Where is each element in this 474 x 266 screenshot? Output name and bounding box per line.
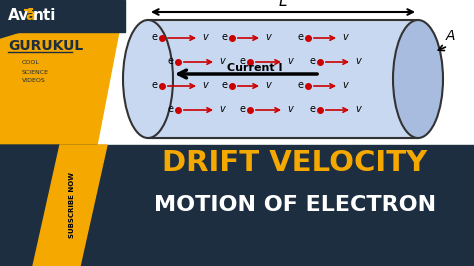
Text: v: v [202,32,208,42]
Text: e: e [168,104,174,114]
Text: SUBSCRIBE NOW: SUBSCRIBE NOW [69,172,75,238]
Text: Av: Av [8,9,29,23]
Text: v: v [355,104,361,114]
Polygon shape [0,145,97,266]
Text: nti: nti [33,9,56,23]
Bar [0,0,125,32]
Text: e: e [240,104,246,114]
Text: e: e [152,80,158,90]
Text: e: e [298,32,304,42]
Text: SCIENCE: SCIENCE [22,69,49,74]
Text: A: A [445,29,455,43]
Ellipse shape [123,20,173,138]
Text: v: v [287,104,293,114]
Text: MOTION OF ELECTRON: MOTION OF ELECTRON [154,195,436,215]
Text: e: e [298,80,304,90]
Text: e: e [222,80,228,90]
Polygon shape [0,0,125,145]
Text: Current I: Current I [227,63,283,73]
Text: e: e [310,104,316,114]
Ellipse shape [393,20,443,138]
Text: e: e [310,56,316,66]
Text: e: e [152,32,158,42]
Text: e: e [168,56,174,66]
Text: VIDEOS: VIDEOS [22,78,46,84]
Text: v: v [355,56,361,66]
Polygon shape [33,145,107,266]
Text: v: v [265,80,271,90]
Text: v: v [219,56,225,66]
Polygon shape [0,0,125,38]
Text: DRIFT VELOCITY: DRIFT VELOCITY [163,149,428,177]
Text: v: v [287,56,293,66]
Text: v: v [342,32,348,42]
Text: e: e [240,56,246,66]
Text: ā: ā [25,9,36,23]
Text: v: v [342,80,348,90]
Text: v: v [219,104,225,114]
Bar [0,145,474,266]
Text: v: v [265,32,271,42]
Text: GURUKUL: GURUKUL [8,39,83,53]
Text: L: L [279,0,287,9]
Text: e: e [222,32,228,42]
Bar [148,20,418,138]
Bar [0,0,474,145]
Text: COOL: COOL [22,60,40,65]
Text: v: v [202,80,208,90]
